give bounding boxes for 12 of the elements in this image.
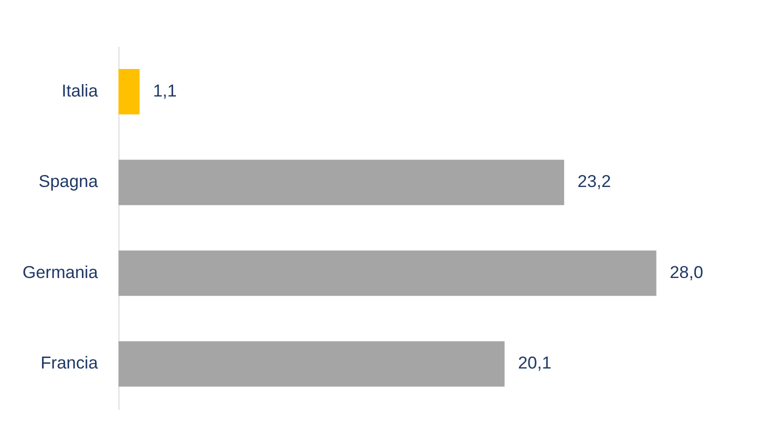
- y-tick-label: Germania: [22, 262, 98, 282]
- bar: [118, 341, 505, 387]
- y-tick-label: Spagna: [38, 171, 98, 192]
- bar: [118, 250, 656, 296]
- y-tick-label: Francia: [40, 352, 98, 373]
- data-label: 23,2: [578, 171, 611, 192]
- y-tick-label: Italia: [62, 80, 98, 100]
- data-label: 28,0: [670, 262, 704, 282]
- bar: [118, 68, 140, 114]
- data-label: 1,1: [152, 80, 177, 100]
- bar: [118, 160, 564, 206]
- data-label: 20,1: [518, 352, 552, 373]
